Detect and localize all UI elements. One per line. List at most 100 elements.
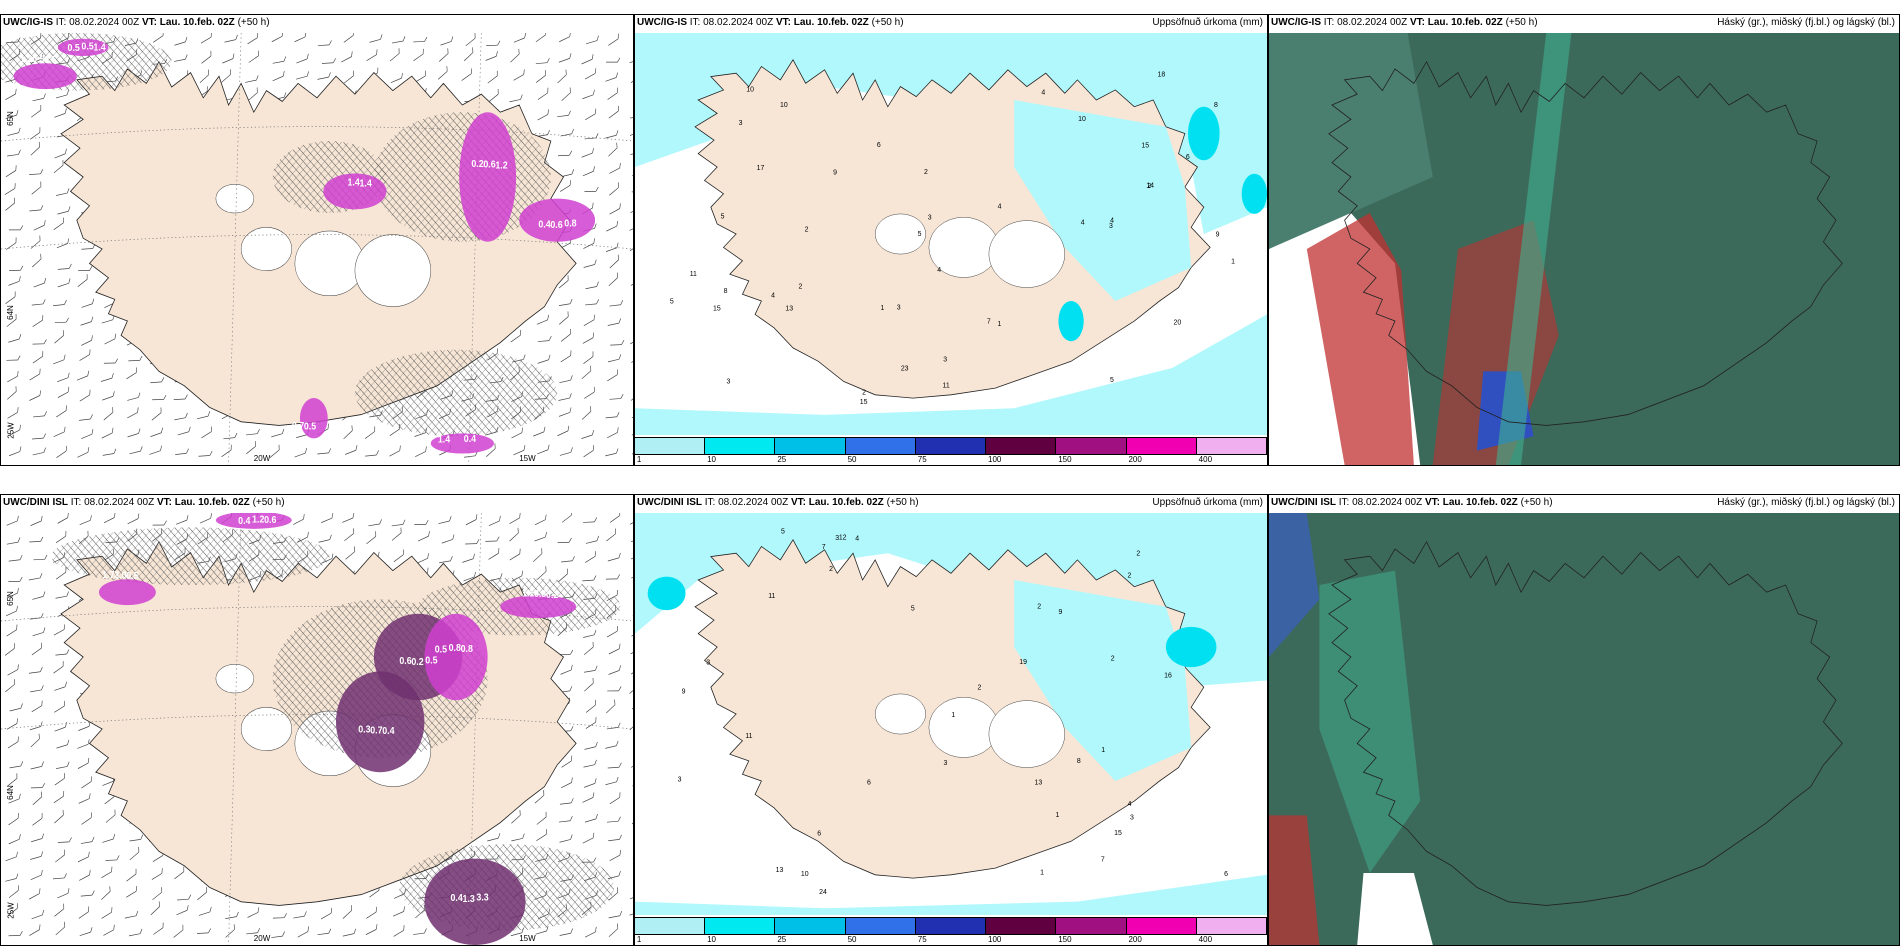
wind-barb (222, 53, 235, 64)
hatch-area (354, 349, 558, 437)
precip-area (1014, 100, 1192, 301)
title-vt-value: Lau. 10.feb. 02Z (793, 17, 869, 28)
wind-barb (55, 849, 65, 863)
wind-barb (7, 773, 18, 787)
wind-barb (559, 928, 573, 936)
panel-title: UWC/IG-IS IT: 08.02.2024 00Z VT: Lau. 10… (3, 17, 270, 29)
wind-value: 0.3 (534, 589, 546, 601)
wind-barb (6, 237, 17, 250)
graticule-line (468, 33, 482, 465)
wind-barb (103, 924, 115, 936)
wind-barb (608, 33, 619, 46)
colorbar-label: 10 (707, 935, 717, 944)
precip-value: 1 (1101, 746, 1105, 754)
title-model: UWC/DINI ISL (3, 497, 68, 508)
wind-value: 0.8 (449, 643, 461, 655)
colorbar-label: 200 (1128, 455, 1142, 464)
wind-barb (225, 924, 235, 938)
wind-barb (248, 87, 258, 101)
precip-value: 3 (706, 658, 710, 666)
wind-barb (196, 411, 211, 420)
panel-title: UWC/IG-IS IT: 08.02.2024 00Z VT: Lau. 10… (637, 17, 904, 29)
wind-barb (126, 868, 137, 882)
wind-barb (389, 48, 400, 62)
precip-value: 10 (746, 85, 754, 93)
wind-barb (585, 108, 597, 121)
wind-barb (393, 925, 405, 937)
glacier (988, 700, 1065, 768)
wind-barb (487, 833, 501, 842)
mid-cloud-area (1319, 570, 1421, 873)
wind-barb (52, 299, 67, 307)
wind-barb (177, 426, 191, 436)
wind-barb (31, 253, 42, 268)
wind-barb (606, 220, 619, 232)
wind-value: 1.4 (438, 434, 451, 446)
wind-barb (30, 783, 46, 789)
wind-barb (417, 530, 430, 542)
wind-barb (53, 873, 67, 880)
title-lead: (+50 h) (1520, 497, 1553, 508)
wind-value: 0.8 (461, 643, 473, 655)
wind-barb (176, 515, 189, 525)
precip-value: 9 (1216, 230, 1220, 238)
wind-barb (54, 148, 67, 159)
wind-barb (54, 903, 65, 917)
wind-barb (584, 386, 595, 399)
wind-barb (127, 392, 141, 401)
wind-barb (609, 849, 621, 862)
colorbar: 1 10 25 50 75 100 150 200 400 (635, 915, 1267, 945)
wind-barb (607, 87, 618, 100)
wind-barb (246, 928, 261, 935)
wind-speed-area (13, 63, 77, 90)
title-vt-value: Lau. 10.feb. 02Z (1427, 17, 1503, 28)
wind-barb (29, 368, 41, 381)
wind-barb (608, 665, 621, 675)
wind-value: 0.6 (483, 159, 495, 171)
wind-barb (174, 866, 185, 880)
map-area: 5 7 2 1 11 13 3 24 19 11 6 3 9 1 5 4 2 3 15 16 13 12 10 9 8 7 6 4 3 2… (635, 513, 1267, 915)
wind-barb (101, 427, 114, 439)
precip-value: 24 (819, 888, 827, 896)
wind-value: 1.4 (348, 177, 361, 189)
wind-barb (558, 568, 568, 582)
wind-barb (79, 414, 93, 421)
wind-barb (632, 380, 633, 383)
precip-value: 1 (881, 304, 885, 312)
wind-barb (632, 835, 633, 842)
wind-barb (81, 243, 96, 250)
wind-barb (461, 68, 472, 81)
wind-speed-area (424, 858, 526, 945)
wind-barb (7, 127, 21, 136)
wind-barb (199, 69, 210, 84)
colorbar-label: 75 (917, 935, 927, 944)
precip-value: 4 (1128, 800, 1132, 808)
wind-barb (608, 834, 622, 842)
wind-barb (30, 851, 44, 860)
colorbar-segment (915, 918, 987, 934)
title-lead: (+50 h) (237, 17, 270, 28)
wind-value: 3.0 (114, 570, 126, 582)
wind-barb (80, 316, 94, 326)
wind-barb (559, 311, 569, 325)
wind-barb (630, 74, 633, 84)
precip-area (1188, 106, 1220, 161)
wind-barb (8, 225, 24, 231)
wind-barb (124, 910, 139, 919)
wind-barb (561, 777, 573, 789)
wind-barb (32, 813, 43, 826)
precip-value: 3 (1130, 813, 1134, 821)
wind-barb (557, 425, 570, 437)
wind-barb (78, 906, 90, 919)
wind-barb (605, 130, 619, 139)
panel-field-title: Uppsöfnuð úrkoma (mm) (1152, 497, 1263, 508)
wind-barb (32, 339, 47, 345)
wind-barb (609, 162, 621, 174)
wind-barb (296, 53, 309, 64)
wind-barb (57, 888, 70, 899)
colorbar-label: 100 (988, 935, 1002, 944)
wind-barb (31, 642, 42, 656)
precip-value: 10 (801, 870, 809, 878)
wind-barb (584, 186, 599, 192)
title-vt-label: VT: (156, 497, 172, 508)
